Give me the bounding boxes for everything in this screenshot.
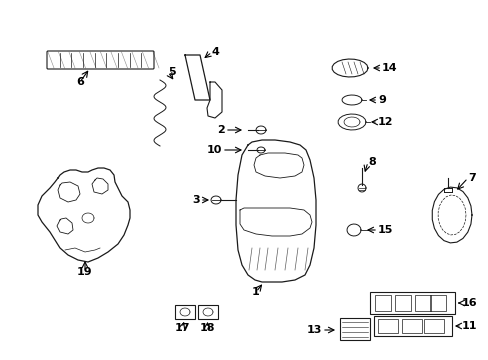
Bar [374,295,390,311]
Bar [369,292,454,314]
Bar [377,319,397,333]
Text: 19: 19 [77,267,93,277]
Text: 15: 15 [377,225,392,235]
Text: 16: 16 [461,298,477,308]
Bar [429,295,445,311]
Bar [423,319,443,333]
Text: 2: 2 [217,125,224,135]
Bar [373,316,451,336]
Text: 4: 4 [212,47,220,57]
Text: 3: 3 [192,195,200,205]
Bar [198,305,218,319]
Text: 12: 12 [377,117,393,127]
Text: 11: 11 [461,321,476,331]
Text: 1: 1 [252,287,259,297]
Bar [401,319,421,333]
Bar [414,295,430,311]
Text: 14: 14 [381,63,397,73]
Bar [339,318,369,340]
Text: 17: 17 [174,323,189,333]
Text: 13: 13 [306,325,321,335]
Text: 9: 9 [377,95,385,105]
Bar [175,305,195,319]
Text: 18: 18 [199,323,214,333]
Text: 5: 5 [168,67,175,77]
Text: 7: 7 [467,173,475,183]
Text: 8: 8 [367,157,375,167]
Bar [394,295,410,311]
Text: 10: 10 [206,145,222,155]
Text: 6: 6 [76,77,84,87]
